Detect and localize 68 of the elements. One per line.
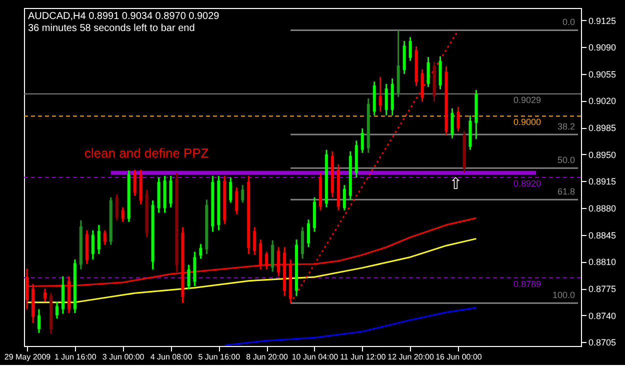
candlestick [55, 300, 58, 320]
y-tick-label: 0.8950 [588, 150, 616, 160]
x-tick-label: 1 Jun 16:00 [54, 352, 97, 362]
candlestick [277, 246, 280, 278]
candlestick [103, 230, 106, 246]
x-tick-label: 4 Jun 08:00 [150, 352, 193, 362]
candlestick [169, 175, 172, 208]
candlestick [133, 168, 136, 197]
candlestick [360, 128, 364, 154]
candlestick [265, 250, 268, 270]
y-tick-label: 0.9020 [588, 96, 616, 106]
series-label: 61.8 [557, 186, 576, 197]
x-tick-label: 5 Jun 16:00 [198, 352, 241, 362]
candlestick [37, 308, 40, 334]
candlestick [426, 56, 430, 88]
series-label: 0.0 [562, 17, 576, 28]
y-tick-label: 0.8915 [588, 176, 616, 187]
y-tick-label: 0.9055 [588, 69, 616, 80]
candlestick [187, 264, 190, 290]
line-series [26, 238, 477, 304]
y-tick-label: 0.8845 [588, 230, 616, 240]
x-tick-label: 29 May 2009 [4, 352, 52, 362]
candlestick [241, 184, 244, 204]
series-label: 38.2 [557, 121, 576, 132]
y-tick-label: 0.8810 [588, 257, 616, 268]
annotation: ⇧ [449, 176, 462, 193]
text: 36 minutes 58 seconds left to bar end [28, 23, 195, 34]
candlestick [199, 243, 202, 260]
candlestick [235, 186, 238, 215]
candlestick [115, 193, 118, 222]
candlestick [456, 106, 460, 132]
candlestick [259, 238, 262, 270]
series-label: 100.0 [552, 290, 576, 300]
candlestick [306, 218, 310, 248]
ref-line-label: 0.9000 [513, 117, 541, 128]
line-series [224, 306, 477, 346]
candlestick [450, 108, 454, 140]
x-tick-label: 3 Jun 00:00 [102, 352, 145, 362]
candlestick [378, 76, 382, 112]
y-tick-label: 0.8985 [588, 123, 616, 134]
candlestick [253, 226, 256, 256]
x-tick-label: 8 Jun 20:00 [246, 352, 289, 362]
candlestick [121, 206, 124, 223]
y-tick-label: 0.8880 [588, 204, 616, 214]
annotation: clean and define PPZ [84, 145, 209, 160]
y-tick-label: 0.8705 [588, 338, 616, 348]
ref-line-label: 0.9029 [513, 94, 541, 105]
candlestick [301, 226, 304, 260]
candlestick [384, 83, 388, 116]
chart-title: AUDCAD,H4 0.8991 0.9034 0.8970 0.9029 [28, 11, 220, 22]
y-tick-label: 0.8775 [588, 284, 616, 294]
candlestick [342, 184, 346, 212]
candlestick [271, 239, 274, 272]
series-label: 50.0 [557, 155, 576, 166]
x-tick-label: 16 Jun 00:00 [436, 352, 482, 362]
y-tick-label: 0.8740 [588, 310, 616, 321]
x-tick-label: 10 Jun 04:00 [292, 352, 339, 362]
ref-line-label: 0.8789 [513, 278, 541, 289]
y-tick-label: 0.9090 [588, 42, 616, 53]
x-tick-label: 11 Jun 12:00 [340, 352, 386, 362]
y-tick-label: 0.9125 [588, 16, 616, 26]
x-tick-label: 12 Jun 20:00 [388, 352, 434, 362]
candlestick [229, 176, 232, 204]
ref-line-label: 0.8920 [513, 178, 541, 188]
candlestick [43, 288, 46, 302]
candlestick [408, 36, 412, 62]
candlestick [97, 224, 100, 255]
candlestick [91, 230, 94, 260]
